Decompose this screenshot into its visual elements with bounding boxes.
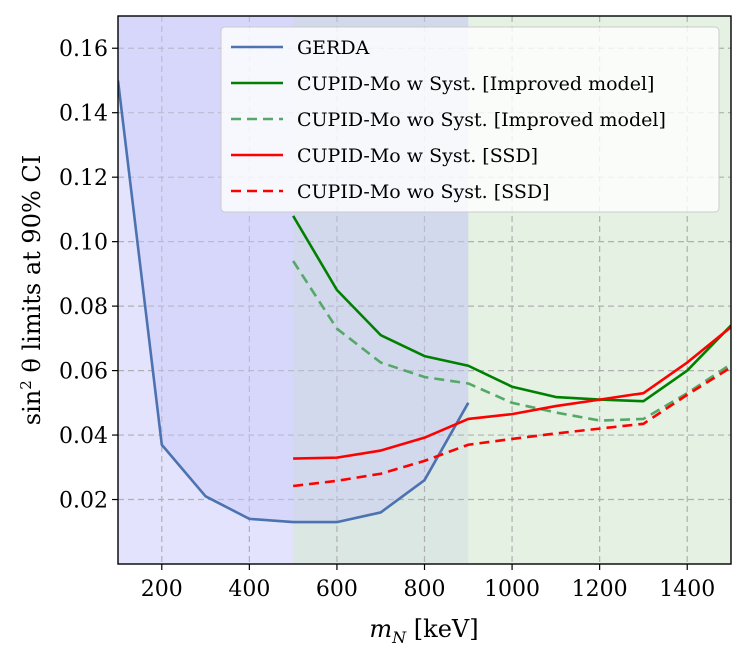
legend: GERDA CUPID-Mo w Syst. [Improved model] CU… xyxy=(220,26,720,213)
legend-label-2: CUPID-Mo w Syst. [Improved model] xyxy=(297,73,654,95)
y-tick-label: 0.02 xyxy=(59,489,108,514)
y-axis-ticks: 0.02 0.04 0.06 0.08 0.10 0.12 0.14 0.16 xyxy=(59,37,118,514)
x-tick-label: 1000 xyxy=(484,577,540,602)
x-axis-ticks: 200 400 600 800 1000 1200 1400 xyxy=(141,564,715,602)
series-line-2 xyxy=(292,215,731,403)
x-tick-label: 1200 xyxy=(572,577,628,602)
x-tick-label: 200 xyxy=(141,577,183,602)
legend-label-5: CUPID-Mo wo Syst. [SSD] xyxy=(297,181,550,203)
legend-label-4: CUPID-Mo w Syst. [SSD] xyxy=(297,145,538,167)
y-tick-label: 0.06 xyxy=(59,360,108,385)
series-line-1 xyxy=(118,80,470,524)
legend-label-1: GERDA xyxy=(297,37,370,59)
series-line-5 xyxy=(292,366,731,488)
x-tick-label: 600 xyxy=(316,577,358,602)
x-tick-label: 1400 xyxy=(659,577,715,602)
legend-box xyxy=(220,26,720,213)
y-tick-label: 0.10 xyxy=(59,231,108,256)
y-tick-label: 0.16 xyxy=(59,37,108,62)
legend-label-3: CUPID-Mo wo Syst. [Improved model] xyxy=(297,109,666,131)
y-tick-label: 0.08 xyxy=(59,295,108,320)
series-line-4 xyxy=(293,326,731,460)
x-tick-label: 800 xyxy=(404,577,446,602)
y-axis-label: sin2 θ limits at 90% CI xyxy=(17,155,46,425)
x-axis-label: mN [keV] xyxy=(369,615,478,647)
y-tick-label: 0.12 xyxy=(59,166,108,191)
y-tick-label: 0.04 xyxy=(59,424,108,449)
y-tick-label: 0.14 xyxy=(59,102,108,127)
x-tick-label: 400 xyxy=(228,577,270,602)
series-line-3 xyxy=(292,260,731,422)
